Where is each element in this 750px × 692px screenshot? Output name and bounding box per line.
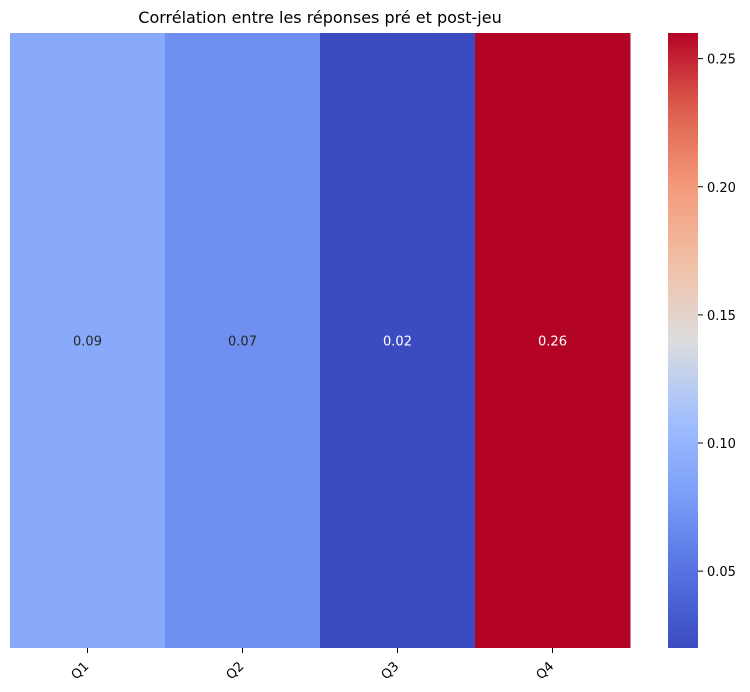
colorbar-tick-label: 0.25 [707,53,736,68]
colorbar-tick-label: 0.10 [707,437,736,452]
cell-value-label: 0.26 [538,335,567,350]
heatmap-cell-q1 [10,33,166,648]
colorbar-tick-label: 0.05 [707,565,736,580]
x-tick-label: Q4 [534,659,558,683]
colorbar-tick-label: 0.20 [707,181,736,196]
heatmap-cell-q3 [320,33,476,648]
chart-title: Corrélation entre les réponses pré et po… [138,8,501,27]
x-axis: Q1 Q2 Q3 Q4 [69,648,558,683]
colorbar: 0.05 0.10 0.15 0.20 0.25 [668,33,736,648]
x-tick-label: Q1 [69,659,93,683]
heatmap-cell-q2 [165,33,321,648]
colorbar-ticks: 0.05 0.10 0.15 0.20 0.25 [698,53,736,580]
colorbar-gradient [668,33,698,648]
heatmap-cells [10,33,631,648]
cell-value-label: 0.09 [73,335,102,350]
colorbar-tick-label: 0.15 [707,309,736,324]
cell-value-label: 0.07 [228,335,257,350]
heatmap-cell-labels: 0.09 0.07 0.02 0.26 [73,335,567,350]
x-tick-label: Q3 [379,659,403,683]
x-tick-label: Q2 [224,659,248,683]
heatmap-cell-q4 [475,33,631,648]
cell-value-label: 0.02 [383,335,412,350]
